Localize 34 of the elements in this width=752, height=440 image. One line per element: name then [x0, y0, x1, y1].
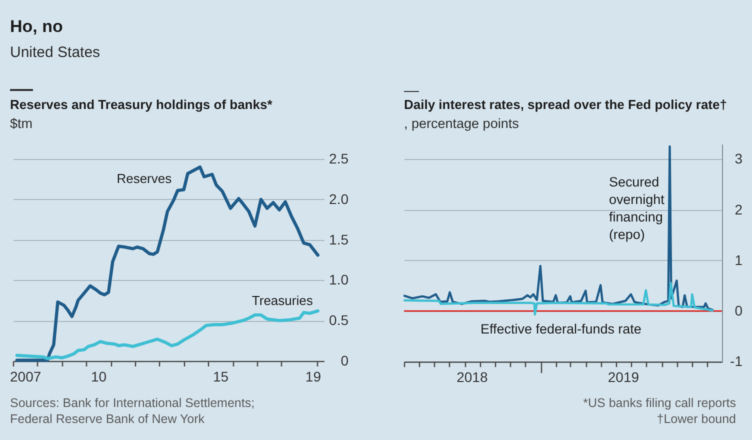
- text: Ho, no: [10, 17, 63, 37]
- y-tick-label: 2: [734, 200, 743, 217]
- x-tick-label: 2019: [608, 368, 640, 385]
- x-tick-label: 2007: [10, 368, 42, 385]
- line-series: [15, 166, 320, 362]
- series-label: Secured overnight financing (repo): [608, 174, 665, 242]
- y-tick-label: 1: [734, 252, 743, 268]
- y-tick-label: -1: [730, 352, 743, 369]
- y-tick-label: 3: [734, 150, 743, 166]
- x-tick-label: 15: [212, 368, 229, 385]
- x-tick-label: 2018: [456, 368, 488, 385]
- y-tick-label: 2.0: [329, 191, 349, 208]
- y-axis-title: , percentage points: [404, 114, 519, 133]
- source-note: Sources: Bank for International Settlements; Federal Reserve Bank of New York: [10, 396, 256, 427]
- y-tick-label: 1.0: [329, 272, 349, 288]
- line-series: [403, 282, 714, 316]
- series-label: Effective federal-funds rate: [480, 321, 642, 336]
- y-axis-title: $tm: [10, 114, 33, 132]
- chart-title: Daily interest rates, spread over the Fed policy rate†: [404, 96, 727, 114]
- chart-title: Reserves and Treasury holdings of banks*: [10, 96, 272, 114]
- y-tick-label: 0.5: [329, 312, 349, 328]
- series-label: Treasuries: [252, 293, 314, 308]
- text: *US banks filing call reports: [582, 396, 736, 412]
- text: United States: [10, 44, 100, 62]
- x-tick-label: 10: [91, 368, 107, 385]
- line-series: [403, 145, 714, 311]
- y-tick-label: 0: [734, 302, 743, 318]
- x-tick-label: 19: [305, 368, 322, 385]
- y-tick-label: 0: [340, 352, 349, 369]
- line-series: [15, 310, 320, 360]
- y-tick-label: 2.5: [329, 150, 349, 167]
- y-tick-label: 1.5: [329, 232, 349, 248]
- text: †Lower bound: [656, 412, 736, 427]
- series-label: Reserves: [116, 171, 172, 186]
